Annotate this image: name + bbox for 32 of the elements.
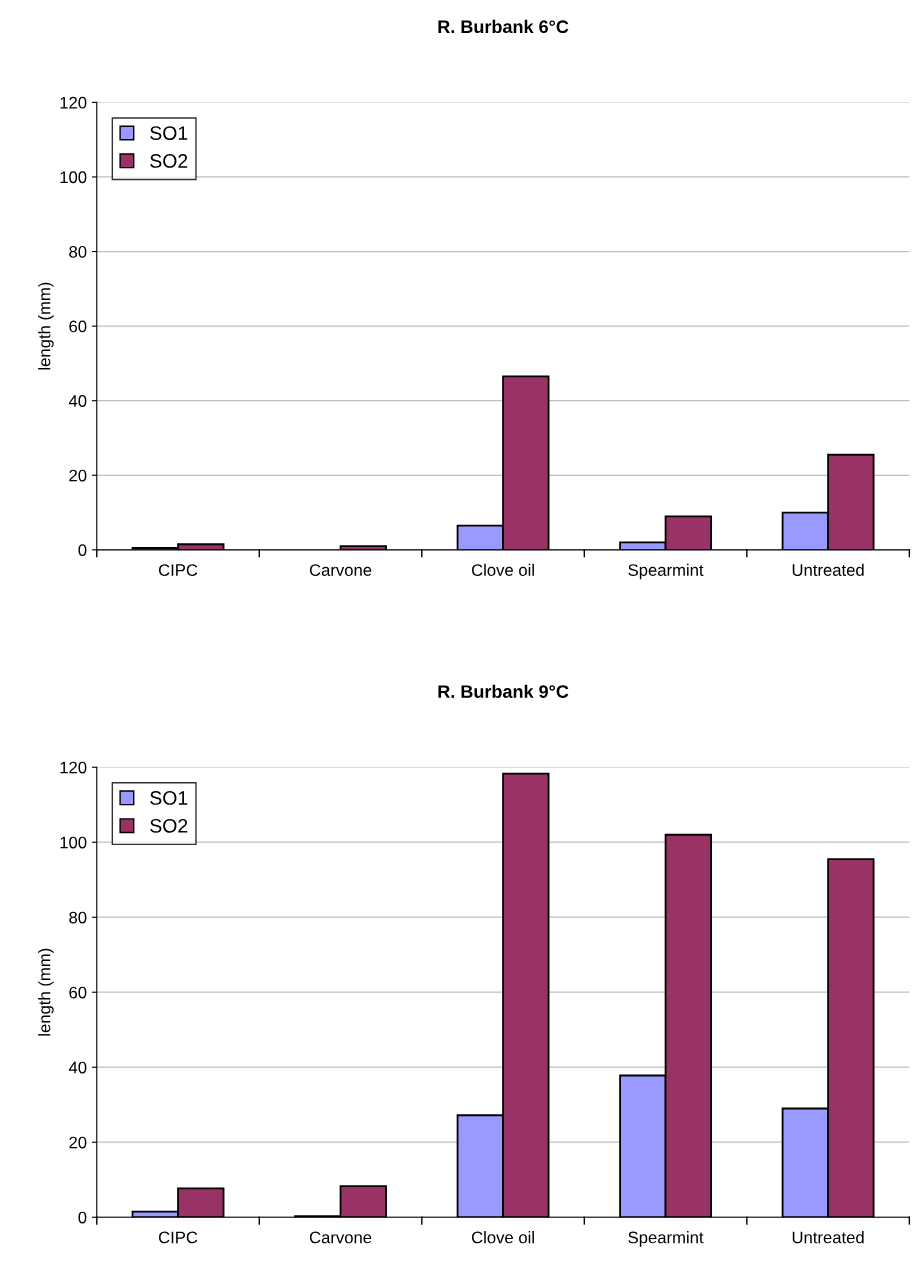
- y-tick-label: 0: [78, 1211, 87, 1224]
- y-tick-label: 20: [69, 469, 87, 482]
- x-tick-label: Carvone: [309, 564, 372, 576]
- legend-label: SO1: [150, 126, 188, 140]
- legend-label: SO2: [150, 154, 188, 168]
- y-tick-label: 60: [69, 320, 87, 333]
- y-tick-label: 100: [60, 171, 87, 184]
- x-tick-label: Clove oil: [471, 1231, 534, 1244]
- y-tick-label: 40: [68, 395, 87, 407]
- x-tick-label: Clove oil: [471, 563, 534, 576]
- x-tick-label: Spearmint: [628, 1231, 704, 1247]
- y-tick-label: 120: [60, 761, 87, 774]
- chart-title: R. Burbank 9°C: [438, 684, 569, 698]
- legend-label: SO1: [150, 791, 188, 805]
- x-tick-label: Carvone: [309, 1231, 372, 1244]
- y-tick-label: 80: [69, 245, 87, 258]
- y-tick-label: 60: [69, 986, 87, 999]
- y-tick-label: 80: [69, 911, 87, 924]
- chart-title: R. Burbank 6°C: [438, 19, 569, 34]
- y-tick-label: 120: [60, 96, 87, 109]
- x-tick-label: CIPC: [158, 1231, 198, 1244]
- y-tick-label: 100: [60, 836, 87, 849]
- x-tick-label: Untreated: [792, 1231, 864, 1244]
- legend-label: SO2: [150, 818, 188, 833]
- y-axis-title: length (mm): [38, 282, 54, 370]
- y-tick-label: 40: [68, 1061, 87, 1074]
- y-tick-label: 0: [78, 544, 87, 557]
- x-tick-label: Untreated: [792, 563, 864, 576]
- x-tick-label: CIPC: [158, 564, 198, 576]
- x-tick-label: Spearmint: [628, 563, 704, 580]
- y-tick-label: 20: [69, 1136, 87, 1149]
- y-axis-title: length (mm): [38, 948, 54, 1036]
